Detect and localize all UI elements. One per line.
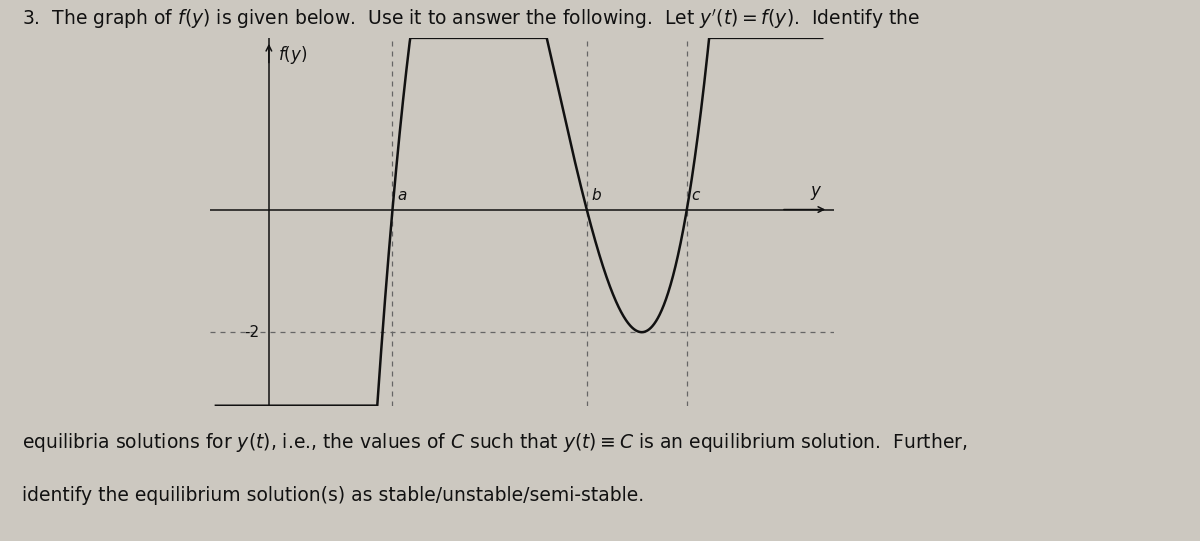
Text: $f(y)$: $f(y)$ — [278, 44, 307, 66]
Text: b: b — [592, 188, 601, 203]
Text: $y$: $y$ — [810, 184, 822, 202]
Text: a: a — [397, 188, 407, 203]
Text: -2: -2 — [245, 325, 259, 340]
Text: c: c — [691, 188, 700, 203]
Text: 3.  The graph of $f(y)$ is given below.  Use it to answer the following.  Let $y: 3. The graph of $f(y)$ is given below. U… — [22, 8, 919, 31]
Text: equilibria solutions for $y(t)$, i.e., the values of $C$ such that $y(t) \equiv : equilibria solutions for $y(t)$, i.e., t… — [22, 431, 967, 454]
Text: identify the equilibrium solution(s) as stable/unstable/semi-stable.: identify the equilibrium solution(s) as … — [22, 486, 643, 505]
